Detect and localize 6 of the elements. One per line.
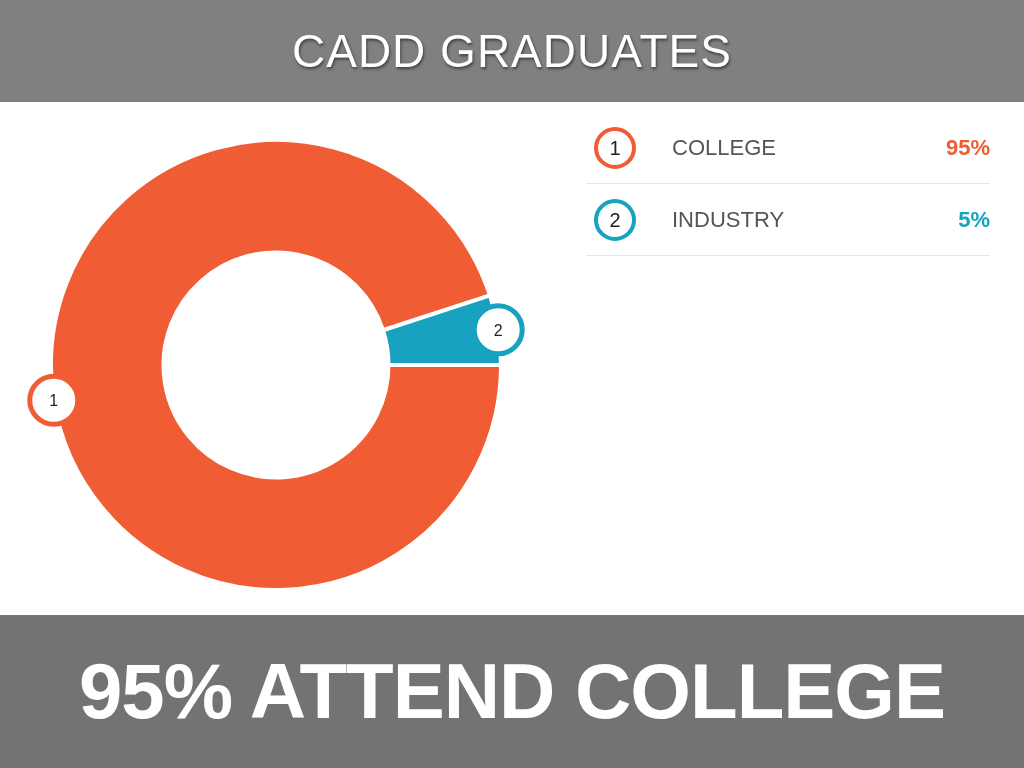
data-label: 95% <box>945 134 990 161</box>
legend-label: INDUSTRY <box>672 206 786 233</box>
legend-label: COLLEGE <box>672 134 777 161</box>
chart-title: CADD GRADUATES <box>292 24 732 78</box>
text: 95% ATTEND COLLEGE <box>78 646 946 737</box>
data-label: 5% <box>958 206 990 233</box>
